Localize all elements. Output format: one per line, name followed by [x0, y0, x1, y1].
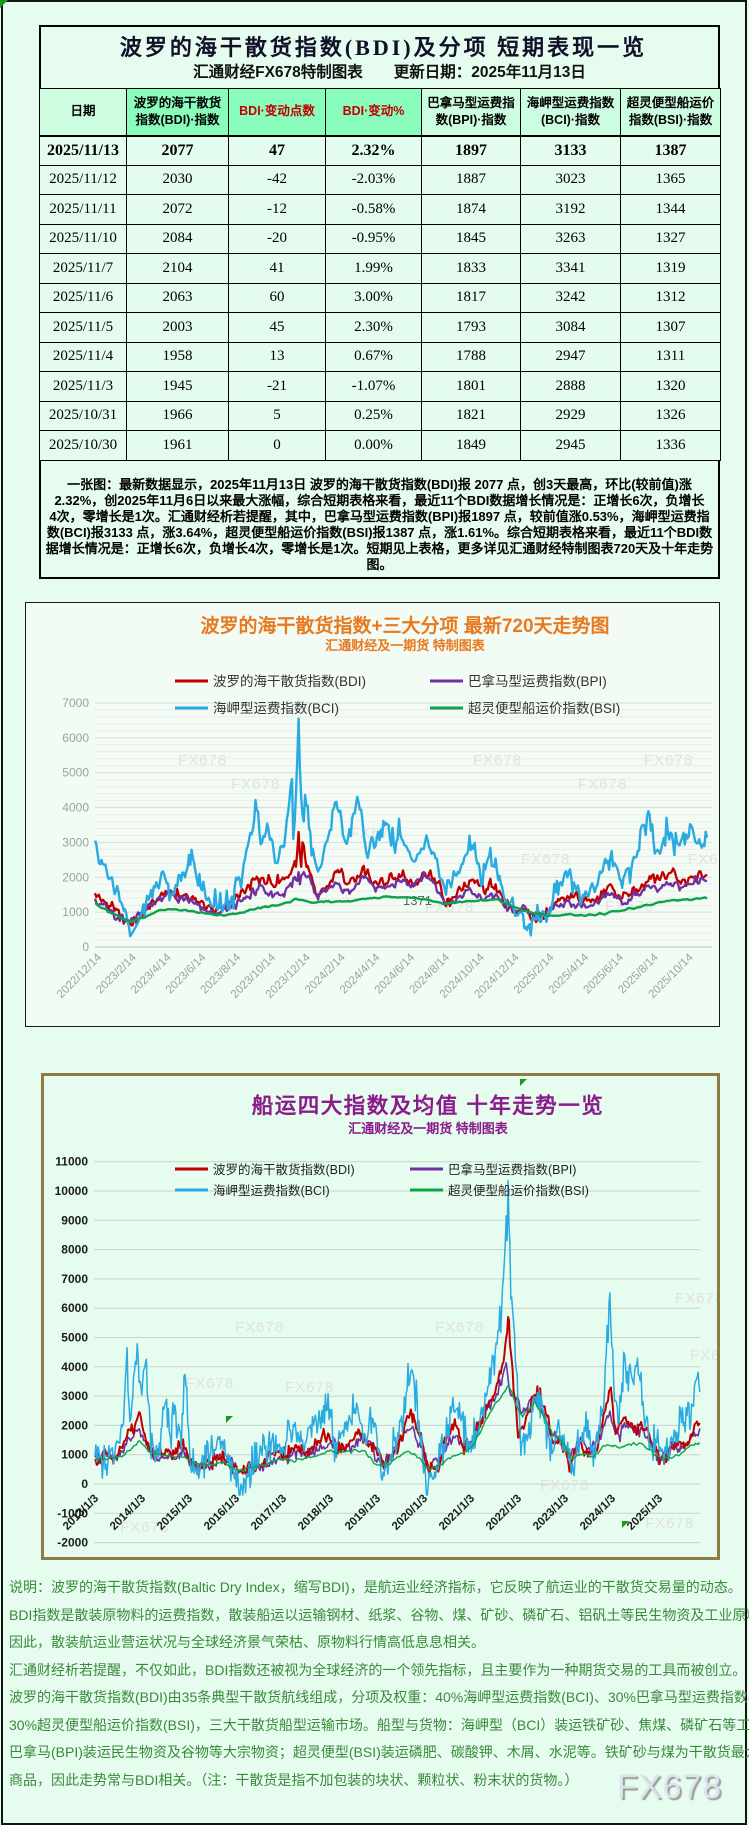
svg-text:FX678: FX678 — [473, 752, 522, 769]
svg-text:FX678: FX678 — [688, 851, 719, 868]
svg-text:FX678: FX678 — [675, 1290, 717, 1307]
svg-text:0: 0 — [81, 1477, 88, 1491]
svg-text:FX678: FX678 — [425, 899, 474, 916]
svg-text:FX678: FX678 — [540, 1477, 589, 1494]
svg-text:6000: 6000 — [62, 731, 89, 745]
svg-text:3000: 3000 — [61, 1389, 88, 1403]
svg-text:5000: 5000 — [61, 1331, 88, 1345]
svg-text:11000: 11000 — [55, 1155, 88, 1169]
svg-text:2000: 2000 — [61, 1418, 88, 1432]
svg-text:海岬型运费指数(BCI): 海岬型运费指数(BCI) — [213, 701, 339, 716]
svg-text:巴拿马型运费指数(BPI): 巴拿马型运费指数(BPI) — [448, 1162, 576, 1177]
svg-text:波罗的海干散货指数+三大分项 最新720天走势图: 波罗的海干散货指数+三大分项 最新720天走势图 — [200, 614, 609, 637]
svg-text:船运四大指数及均值 十年走势一览: 船运四大指数及均值 十年走势一览 — [252, 1093, 604, 1118]
svg-text:FX678: FX678 — [231, 776, 280, 793]
svg-text:FX678: FX678 — [185, 1375, 234, 1392]
svg-text:0: 0 — [82, 940, 89, 954]
svg-text:FX678: FX678 — [644, 752, 693, 769]
svg-text:海岬型运费指数(BCI): 海岬型运费指数(BCI) — [213, 1183, 330, 1198]
svg-text:10000: 10000 — [55, 1184, 89, 1198]
svg-text:超灵便型船运价指数(BSI): 超灵便型船运价指数(BSI) — [448, 1183, 589, 1198]
svg-text:-1000: -1000 — [57, 1506, 88, 1520]
svg-text:FX678: FX678 — [120, 1519, 169, 1536]
svg-text:汇通财经及一期货 特制图表: 汇通财经及一期货 特制图表 — [325, 638, 486, 653]
svg-text:FX678: FX678 — [435, 1319, 484, 1336]
svg-text:FX678: FX678 — [235, 1319, 284, 1336]
svg-text:7000: 7000 — [62, 696, 89, 710]
svg-text:FX678: FX678 — [645, 1515, 694, 1532]
svg-text:FX678: FX678 — [578, 776, 627, 793]
svg-text:8000: 8000 — [61, 1243, 88, 1257]
svg-text:1000: 1000 — [61, 1448, 88, 1462]
svg-text:波罗的海干散货指数(BDI): 波罗的海干散货指数(BDI) — [213, 673, 366, 689]
svg-text:5000: 5000 — [62, 766, 89, 780]
svg-text:7000: 7000 — [61, 1272, 88, 1286]
svg-text:6000: 6000 — [61, 1301, 88, 1315]
svg-text:4000: 4000 — [61, 1360, 88, 1374]
svg-text:2000: 2000 — [62, 870, 89, 884]
svg-text:超灵便型船运价指数(BSI): 超灵便型船运价指数(BSI) — [468, 701, 620, 716]
svg-text:-2000: -2000 — [57, 1536, 88, 1550]
svg-text:波罗的海干散货指数(BDI): 波罗的海干散货指数(BDI) — [213, 1162, 355, 1177]
svg-text:3000: 3000 — [62, 835, 89, 849]
svg-text:1000: 1000 — [62, 905, 89, 919]
svg-text:FX678: FX678 — [521, 851, 570, 868]
svg-text:FX678: FX678 — [285, 1379, 334, 1396]
svg-text:9000: 9000 — [61, 1213, 88, 1227]
svg-text:FX678: FX678 — [690, 1347, 717, 1364]
svg-text:巴拿马型运费指数(BPI): 巴拿马型运费指数(BPI) — [468, 673, 607, 689]
svg-text:4000: 4000 — [62, 801, 89, 815]
svg-text:汇通财经及一期货 特制图表: 汇通财经及一期货 特制图表 — [348, 1121, 509, 1136]
svg-text:FX678: FX678 — [178, 752, 227, 769]
